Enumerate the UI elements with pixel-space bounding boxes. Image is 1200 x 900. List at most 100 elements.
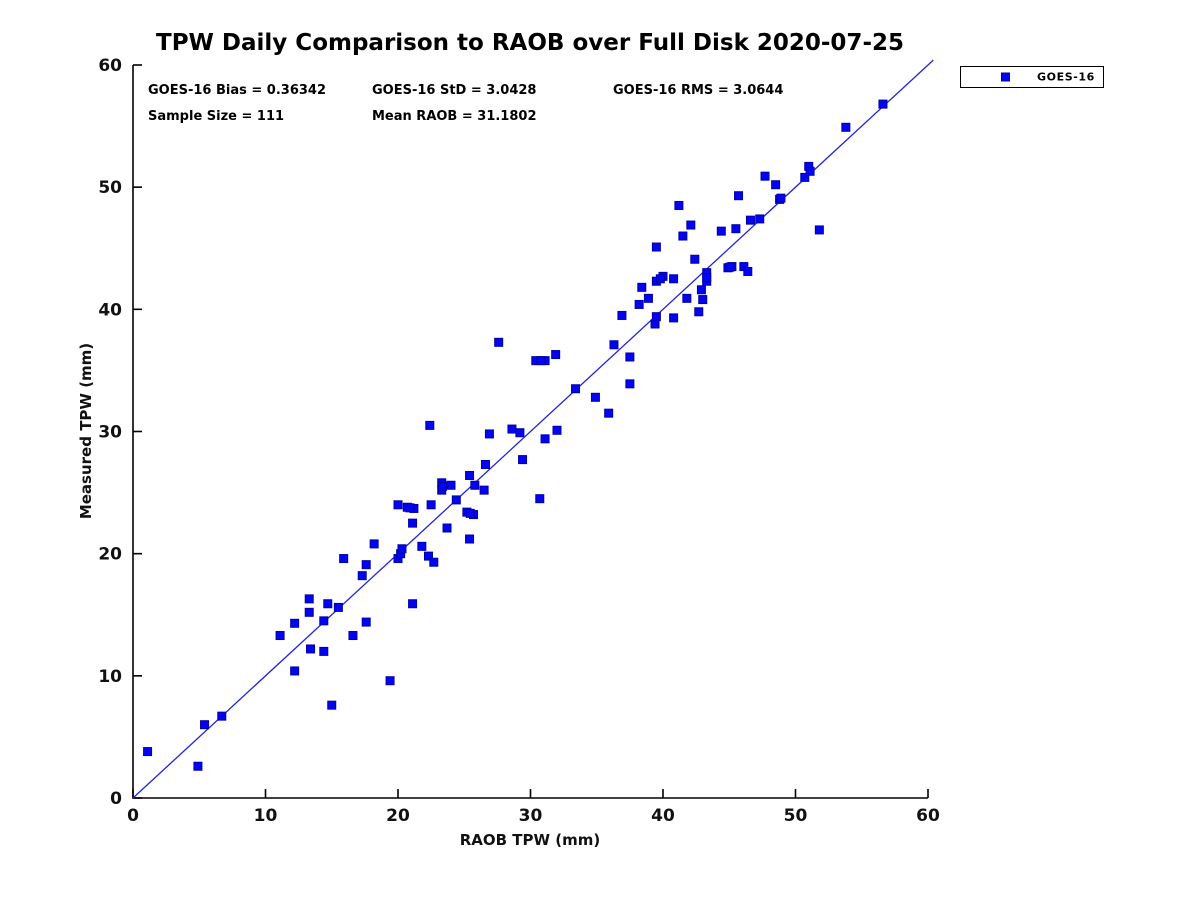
scatter-point — [536, 356, 546, 366]
scatter-point — [698, 295, 708, 305]
scatter-point — [590, 392, 600, 402]
stat-sample-size: Sample Size = 111 — [148, 109, 285, 124]
scatter-point — [339, 554, 349, 564]
scatter-point — [669, 274, 679, 284]
scatter-point — [716, 226, 726, 236]
scatter-point — [725, 262, 735, 272]
legend-marker-square-icon — [1001, 72, 1010, 82]
scatter-point — [540, 434, 550, 444]
scatter-point — [669, 313, 679, 323]
scatter-point — [643, 293, 653, 303]
scatter-point — [465, 470, 475, 480]
scatter-point — [465, 508, 475, 518]
scatter-point — [327, 700, 337, 710]
scatter-point — [814, 225, 824, 235]
scatter-point — [637, 282, 647, 292]
scatter-point — [319, 616, 329, 626]
scatter-point — [465, 534, 475, 544]
scatter-point — [479, 485, 489, 495]
scatter-point — [357, 571, 367, 581]
scatter-point — [745, 215, 755, 225]
scatter-point — [275, 631, 285, 641]
scatter-point — [507, 424, 517, 434]
scatter-point — [634, 299, 644, 309]
scatter-point — [617, 310, 627, 320]
x-tick-label: 40 — [651, 806, 675, 826]
scatter-point — [771, 180, 781, 190]
scatter-point — [369, 539, 379, 549]
x-tick-label: 0 — [127, 806, 139, 826]
scatter-point — [397, 544, 407, 554]
scatter-point — [651, 242, 661, 252]
x-tick-label: 20 — [386, 806, 410, 826]
scatter-point — [696, 285, 706, 295]
scatter-point — [417, 541, 427, 551]
scatter-point — [408, 599, 418, 609]
stat-bias: GOES-16 Bias = 0.36342 — [148, 83, 327, 98]
scatter-point — [217, 711, 227, 721]
scatter-point — [686, 220, 696, 230]
scatter-point — [494, 337, 504, 347]
scatter-point — [609, 340, 619, 350]
scatter-point — [625, 352, 635, 362]
scatter-point — [571, 384, 581, 394]
scatter-point — [361, 617, 371, 627]
scatter-point — [304, 607, 314, 617]
stat-rms: GOES-16 RMS = 3.0644 — [613, 83, 784, 98]
scatter-point — [690, 254, 700, 264]
x-tick-label: 30 — [519, 806, 543, 826]
scatter-point — [290, 618, 300, 628]
y-tick-label: 60 — [98, 56, 122, 76]
scatter-point — [480, 459, 490, 469]
x-tick-label: 50 — [784, 806, 808, 826]
scatter-point — [437, 481, 447, 491]
scatter-point — [319, 646, 329, 656]
scatter-point — [304, 594, 314, 604]
scatter-point — [678, 231, 688, 241]
y-axis-label: Measured TPW (mm) — [77, 342, 95, 520]
y-tick-label: 40 — [98, 300, 122, 320]
scatter-point — [470, 480, 480, 490]
scatter-point — [731, 224, 741, 234]
scatter-point — [393, 500, 403, 510]
stat-mean-raob: Mean RAOB = 31.1802 — [372, 109, 537, 124]
scatter-point — [333, 602, 343, 612]
x-axis-label: RAOB TPW (mm) — [459, 831, 601, 849]
scatter-point — [760, 171, 770, 181]
scatter-point — [405, 503, 415, 513]
scatter-point — [200, 720, 210, 730]
scatter-point — [702, 273, 712, 283]
scatter-point — [423, 551, 433, 561]
scatter-point — [674, 200, 684, 210]
y-tick-label: 20 — [98, 545, 122, 565]
y-tick-label: 30 — [98, 423, 122, 443]
x-tick-label: 10 — [254, 806, 278, 826]
y-tick-label: 50 — [98, 178, 122, 198]
reference-line — [132, 59, 934, 799]
scatter-point — [800, 172, 810, 182]
scatter-point — [650, 319, 660, 329]
scatter-point — [193, 761, 203, 771]
scatter-point — [651, 312, 661, 322]
scatter-point — [446, 480, 456, 490]
scatter-point — [425, 420, 435, 430]
scatter-point — [429, 557, 439, 567]
scatter-point — [551, 350, 561, 360]
y-tick-label: 10 — [98, 667, 122, 687]
scatter-point — [878, 99, 888, 109]
scatter-point — [604, 408, 614, 418]
scatter-point — [625, 379, 635, 389]
scatter-point — [734, 191, 744, 201]
scatter-point — [442, 523, 452, 533]
legend-label: GOES-16 — [1037, 70, 1095, 84]
scatter-point — [518, 455, 528, 465]
scatter-point — [143, 747, 153, 757]
scatter-point — [755, 214, 765, 224]
scatter-point — [743, 266, 753, 276]
scatter-point — [290, 666, 300, 676]
scatter-point — [426, 500, 436, 510]
scatter-point — [805, 166, 815, 176]
scatter-point — [451, 495, 461, 505]
x-tick-label: 60 — [916, 806, 940, 826]
